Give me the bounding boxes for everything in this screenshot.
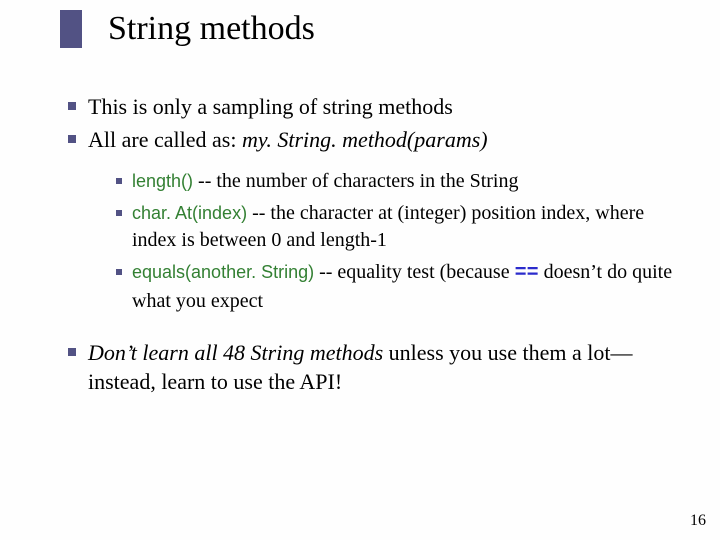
list-item: Don’t learn all 48 String methods unless… [68, 338, 680, 396]
bullet-list: This is only a sampling of string method… [68, 92, 680, 396]
page-number: 16 [690, 512, 706, 530]
method-name: length() [132, 171, 193, 191]
method-name: equals(another. String) [132, 262, 314, 282]
square-bullet-icon [116, 269, 122, 275]
bullet-text: length() -- the number of characters in … [132, 168, 518, 194]
operator-text: == [515, 262, 539, 285]
content: This is only a sampling of string method… [0, 48, 720, 396]
bullet-text: equals(another. String) -- equality test… [132, 259, 680, 314]
square-bullet-icon [68, 135, 76, 143]
square-bullet-icon [116, 210, 122, 216]
list-item: This is only a sampling of string method… [68, 92, 680, 121]
text-fragment: -- equality test (because [314, 261, 514, 283]
bullet-sublist: length() -- the number of characters in … [68, 158, 680, 334]
slide: String methods This is only a sampling o… [0, 0, 720, 540]
page-title: String methods [108, 10, 720, 48]
code-text: my. String. method(params) [242, 127, 488, 152]
text-fragment: -- the number of characters in the Strin… [193, 170, 518, 192]
list-item: equals(another. String) -- equality test… [116, 259, 680, 314]
square-bullet-icon [68, 348, 76, 356]
list-item: All are called as: my. String. method(pa… [68, 125, 680, 154]
bullet-text: All are called as: my. String. method(pa… [88, 125, 488, 154]
title-accent-block [60, 10, 82, 48]
text-fragment: All are called as: [88, 127, 242, 152]
bullet-text: Don’t learn all 48 String methods unless… [88, 338, 680, 396]
method-name: char. At(index) [132, 203, 247, 223]
square-bullet-icon [68, 102, 76, 110]
square-bullet-icon [116, 178, 122, 184]
list-item: char. At(index) -- the character at (int… [116, 200, 680, 253]
list-item: length() -- the number of characters in … [116, 168, 680, 194]
bullet-text: char. At(index) -- the character at (int… [132, 200, 680, 253]
list-item-nested-wrap: length() -- the number of characters in … [68, 158, 680, 334]
title-row: String methods [0, 10, 720, 48]
bullet-text: This is only a sampling of string method… [88, 92, 453, 121]
emphasis-text: Don’t learn all 48 String methods [88, 340, 383, 365]
